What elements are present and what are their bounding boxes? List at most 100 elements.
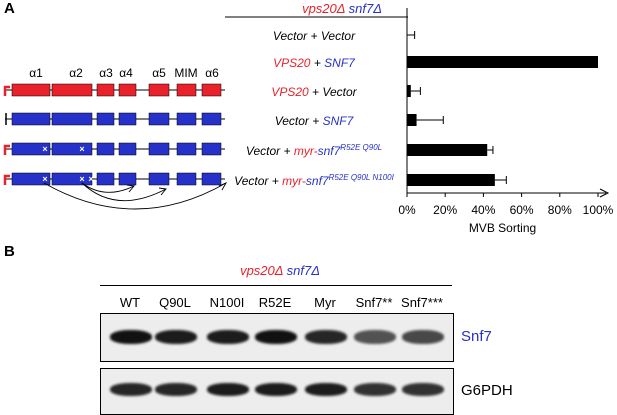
domain-row: × × ×: [3, 172, 225, 186]
snf7-blot: [100, 313, 454, 362]
blot-band: [255, 330, 297, 344]
x-axis-arrow: [599, 188, 610, 198]
row-label: Vector + SNF7: [275, 114, 355, 128]
mutation-mark: ×: [79, 144, 84, 154]
x-tick-label: 20%: [433, 203, 457, 217]
chart-header-snf7: snf7Δ: [349, 1, 382, 16]
helix-box: [148, 142, 170, 156]
panel-b-header-vps20: vps20Δ: [240, 263, 283, 278]
blot-band: [110, 383, 152, 396]
svg-text:vps20Δ snf7Δ: vps20Δ snf7Δ: [302, 1, 382, 16]
mutation-mark: ×: [42, 174, 47, 184]
panel-b-header: vps20Δ snf7Δ: [0, 263, 560, 278]
x-tick-label: 0%: [398, 203, 416, 217]
helix-box: [11, 83, 51, 97]
helix-box: [96, 112, 115, 126]
domain-rows: × ×× × ×: [3, 83, 225, 186]
helix-label: α5: [152, 66, 166, 80]
domain-row: [5, 112, 225, 126]
panel-b-header-line: [100, 285, 452, 286]
helix-box: [118, 142, 137, 156]
blot-band: [354, 330, 396, 344]
lane-label: N100I: [209, 295, 245, 310]
x-tick-label: 80%: [548, 203, 572, 217]
blot-band: [155, 383, 197, 396]
helix-box: [51, 172, 93, 186]
helix-label: α1: [29, 66, 43, 80]
mvb-chart: vps20Δ snf7Δ Vector + Vector VPS20 + SNF7…: [225, 1, 614, 235]
helix-box: [176, 83, 197, 97]
helix-label: α6: [205, 66, 219, 80]
mutation-mark: ×: [79, 174, 84, 184]
panel-b-label: B: [4, 243, 15, 260]
chart-header-vps20: vps20Δ: [302, 1, 345, 16]
domain-schematic: α1 α2 α3 α4 α5 MIM α6 × ×× × ×: [3, 66, 228, 210]
lane-label: R52E: [258, 295, 292, 310]
helix-box: [148, 172, 170, 186]
mutation-mark: ×: [42, 144, 47, 154]
helix-box: [148, 83, 170, 97]
domain-row: × ×: [3, 142, 225, 156]
row-label: Vector + myr-snf7R52E Q90L N100I: [234, 173, 394, 188]
helix-box: [118, 112, 137, 126]
helix-box: [118, 172, 137, 186]
helix-box: [176, 172, 197, 186]
helix-label: α2: [69, 66, 83, 80]
mutation-mark: ×: [88, 174, 93, 184]
blot-band: [155, 330, 197, 344]
x-tick-label: 60%: [510, 203, 534, 217]
helix-box: [51, 112, 93, 126]
axes: 0% 20% 40% 60% 80% 100% MVB Sorting: [398, 8, 614, 235]
blot-band: [402, 330, 444, 344]
helix-box: [96, 142, 115, 156]
lane-label: Snf7***: [401, 295, 443, 310]
bar: [407, 56, 598, 68]
g6pdh-blot-label: G6PDH: [461, 382, 513, 399]
row-labels: Vector + Vector VPS20 + SNF7 VPS20 + Vecto…: [234, 29, 394, 188]
blot-band: [305, 330, 347, 344]
panel-b-header-snf7: snf7Δ: [286, 263, 320, 278]
helix-box: [51, 83, 93, 97]
helix-box: [96, 172, 115, 186]
blot-band: [255, 383, 297, 396]
helix-box: [148, 112, 170, 126]
lane-label: Myr: [314, 295, 336, 310]
helix-label: MIM: [174, 66, 197, 80]
x-tick-label: 40%: [471, 203, 495, 217]
helix-box: [96, 83, 115, 97]
helix-box: [11, 112, 51, 126]
row-label: Vector + Vector: [273, 29, 356, 43]
lane-label: Snf7**: [355, 295, 393, 310]
helix-label: α3: [99, 66, 113, 80]
x-tick-label: 100%: [583, 203, 614, 217]
helix-box: [201, 172, 222, 186]
helix-box: [118, 83, 137, 97]
row-label: Vector + myr-snf7R52E Q90L: [246, 143, 382, 158]
arrows: [43, 182, 228, 210]
lane-label: WT: [119, 295, 141, 310]
bar: [407, 144, 488, 156]
helix-box: [51, 142, 93, 156]
panel-a-label: A: [4, 0, 15, 17]
helix-box: [11, 142, 51, 156]
g6pdh-blot: [100, 368, 454, 415]
row-label: VPS20 + SNF7: [273, 56, 356, 70]
helix-box: [201, 142, 222, 156]
lane-label: Q90L: [159, 295, 191, 310]
bar: [407, 114, 417, 126]
blot-band: [402, 383, 444, 396]
myr-marker: [3, 85, 10, 96]
helix-labels: α1 α2 α3 α4 α5 MIM α6: [29, 66, 219, 80]
bar: [407, 85, 411, 97]
helix-box: [201, 112, 222, 126]
blot-band: [207, 383, 249, 396]
blot-band: [110, 330, 152, 344]
myr-marker: [3, 144, 10, 155]
bars: [407, 31, 598, 186]
helix-box: [201, 83, 222, 97]
snf7-blot-label: Snf7: [461, 328, 492, 345]
helix-box: [11, 172, 51, 186]
x-axis-label: MVB Sorting: [469, 221, 536, 235]
myr-marker: [3, 174, 10, 185]
helix-box: [176, 112, 197, 126]
